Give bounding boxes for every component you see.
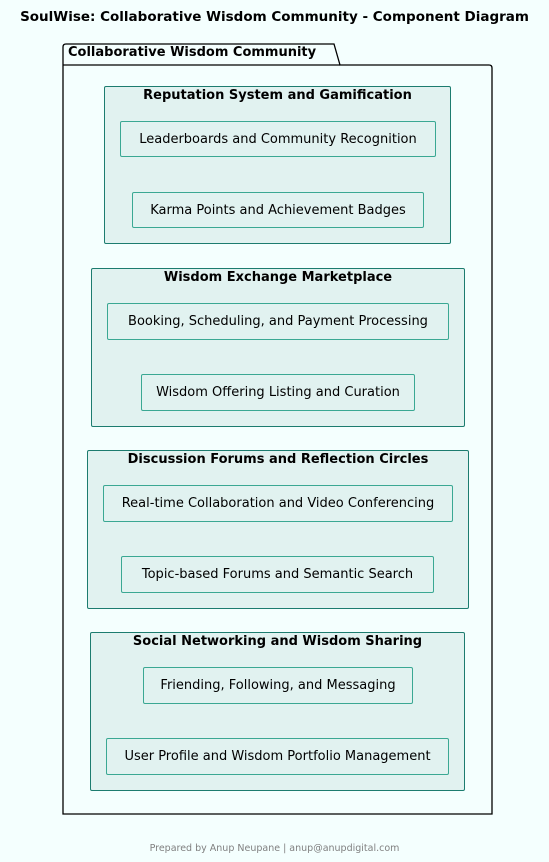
component-topic-forums[interactable]: Topic-based Forums and Semantic Search bbox=[121, 556, 434, 593]
package-name: Collaborative Wisdom Community bbox=[68, 45, 317, 60]
component-leaderboards[interactable]: Leaderboards and Community Recognition bbox=[120, 121, 436, 157]
diagram-title: SoulWise: Collaborative Wisdom Community… bbox=[20, 9, 529, 25]
group-title: Social Networking and Wisdom Sharing bbox=[132, 634, 423, 649]
group-title: Reputation System and Gamification bbox=[143, 88, 412, 103]
component-booking-payment[interactable]: Booking, Scheduling, and Payment Process… bbox=[107, 303, 449, 340]
group-title: Discussion Forums and Reflection Circles bbox=[127, 452, 429, 467]
group-title: Wisdom Exchange Marketplace bbox=[163, 270, 393, 285]
component-karma-points[interactable]: Karma Points and Achievement Badges bbox=[132, 192, 424, 228]
footer-credit: Prepared by Anup Neupane | anup@anupdigi… bbox=[149, 843, 400, 854]
group-discussion-forums: Discussion Forums and Reflection Circles… bbox=[87, 450, 469, 609]
group-social-networking: Social Networking and Wisdom Sharing Fri… bbox=[90, 632, 465, 791]
component-user-profile[interactable]: User Profile and Wisdom Portfolio Manage… bbox=[106, 738, 449, 775]
component-offering-listing[interactable]: Wisdom Offering Listing and Curation bbox=[141, 374, 415, 411]
group-wisdom-marketplace: Wisdom Exchange Marketplace Booking, Sch… bbox=[91, 268, 465, 427]
group-reputation-system: Reputation System and Gamification Leade… bbox=[104, 86, 451, 244]
component-realtime-collaboration[interactable]: Real-time Collaboration and Video Confer… bbox=[103, 485, 453, 522]
component-friending-messaging[interactable]: Friending, Following, and Messaging bbox=[143, 667, 413, 704]
